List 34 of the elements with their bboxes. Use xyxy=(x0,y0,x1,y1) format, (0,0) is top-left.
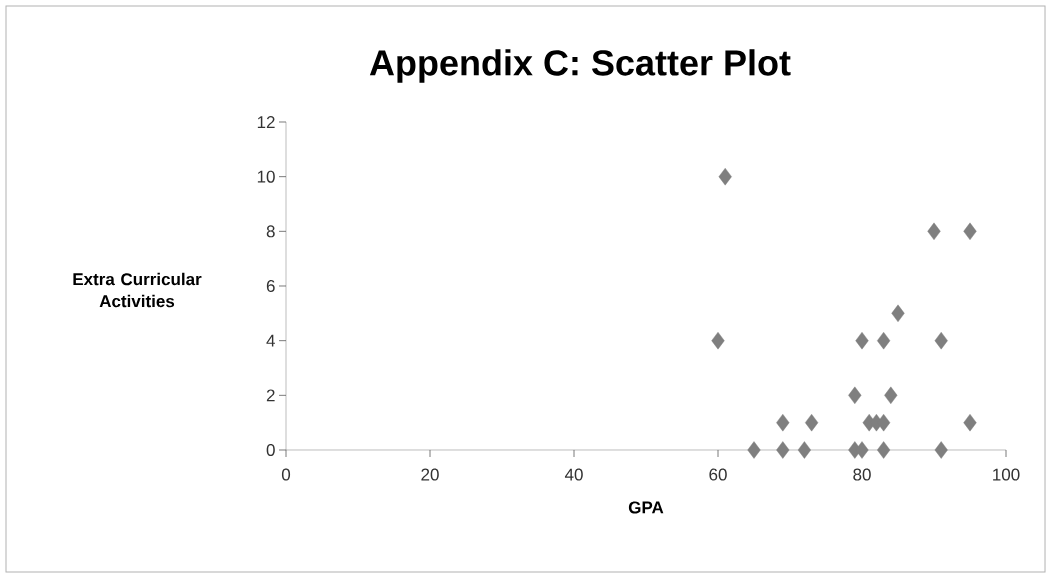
point xyxy=(877,331,891,350)
y-tick-label: 8 xyxy=(266,225,275,238)
point xyxy=(891,304,905,323)
x-axis-title: GPA xyxy=(628,501,664,514)
x-tick-label: 60 xyxy=(709,468,727,481)
point xyxy=(805,413,819,432)
y-axis-title: Extra Curricular Activities xyxy=(73,272,202,308)
point xyxy=(711,331,725,350)
point xyxy=(776,413,790,432)
y-tick-label: 4 xyxy=(266,334,275,347)
y-tick-label: 6 xyxy=(266,279,275,293)
point xyxy=(797,441,811,459)
point xyxy=(747,441,761,459)
point xyxy=(877,441,891,459)
point xyxy=(884,386,898,405)
point xyxy=(855,331,869,350)
x-tick-label: 0 xyxy=(281,468,291,481)
point xyxy=(927,222,941,241)
y-tick-label: 2 xyxy=(266,389,275,402)
point xyxy=(934,441,948,459)
point xyxy=(963,222,977,241)
point xyxy=(934,331,948,350)
x-tick-label: 100 xyxy=(993,468,1020,481)
point xyxy=(776,441,790,459)
y-tick-label: 10 xyxy=(257,170,275,183)
y-tick-label: 0 xyxy=(266,443,275,457)
point xyxy=(718,167,732,186)
y-tick-label: 12 xyxy=(257,116,275,128)
x-tick-label: 40 xyxy=(564,468,583,481)
chart-title: Appendix C: Scatter Plot xyxy=(369,49,791,83)
x-tick-label: 20 xyxy=(421,468,439,481)
point xyxy=(963,413,977,432)
x-tick-label: 80 xyxy=(853,468,871,481)
point xyxy=(848,386,862,405)
